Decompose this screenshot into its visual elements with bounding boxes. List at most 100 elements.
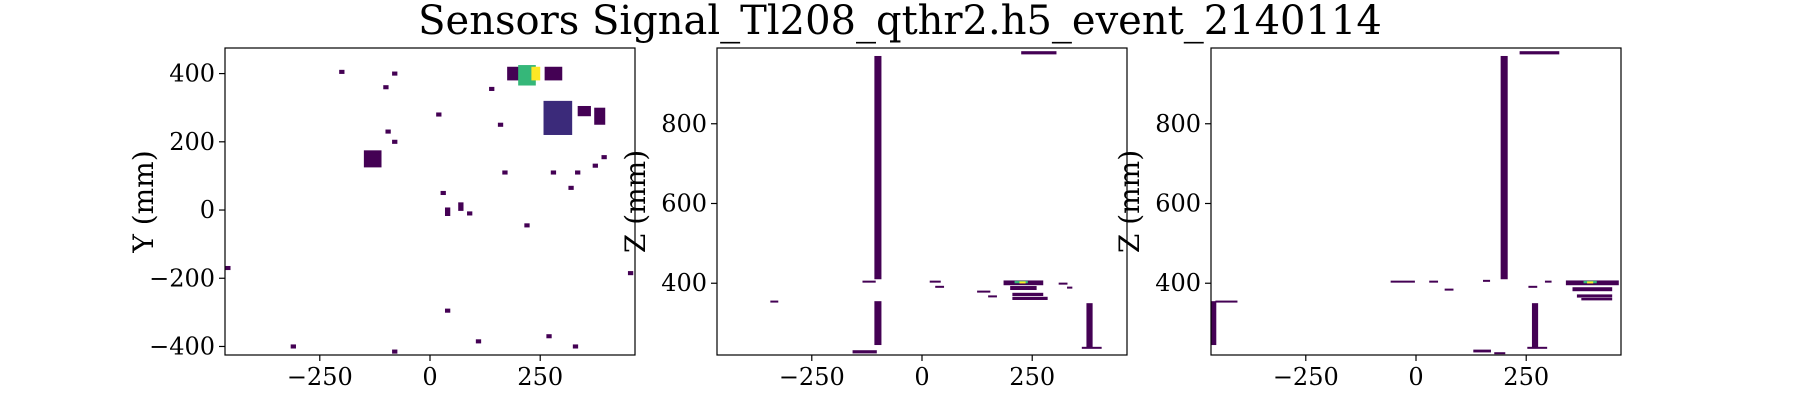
heatmap-cells xyxy=(225,65,634,354)
heatmap-cell xyxy=(1544,280,1552,283)
heatmap-cell xyxy=(524,223,530,228)
x-tick-label: −250 xyxy=(779,363,845,391)
x-tick-label: 250 xyxy=(517,363,563,391)
heatmap-cell xyxy=(440,190,446,196)
heatmap-cell xyxy=(575,170,581,175)
heatmap-cell xyxy=(1012,296,1048,300)
heatmap-cell xyxy=(1576,294,1613,298)
heatmap-cell xyxy=(577,105,591,117)
y-tick-label: 400 xyxy=(169,60,215,88)
heatmap-cell xyxy=(929,280,941,283)
heatmap-cell xyxy=(1058,282,1068,285)
heatmap-cell xyxy=(444,308,451,313)
heatmap-cell xyxy=(1572,287,1613,292)
heatmap-cell xyxy=(1021,51,1057,55)
y-tick-label: −200 xyxy=(149,264,215,292)
heatmap-cell xyxy=(1483,279,1491,282)
heatmap-cell xyxy=(1519,51,1560,55)
y-tick-label: 400 xyxy=(661,269,707,297)
heatmap-cell xyxy=(874,55,882,280)
x-tick-label: 0 xyxy=(422,363,437,391)
heatmap-cell xyxy=(444,207,451,216)
x-tick-label: −250 xyxy=(287,363,353,391)
heatmap-cell xyxy=(1528,285,1538,288)
y-axis-label: Z (mm) xyxy=(619,150,652,253)
heatmap-cell xyxy=(467,211,473,216)
heatmap-cell xyxy=(1473,349,1491,353)
heatmap-cell xyxy=(383,85,389,90)
y-tick-label: 800 xyxy=(1155,110,1201,138)
y-axis-label: Z (mm) xyxy=(1113,150,1146,253)
heatmap-cell xyxy=(1527,346,1548,349)
axes-frame xyxy=(1210,47,1622,356)
heatmap-cell xyxy=(1444,288,1454,291)
heatmap-cell xyxy=(1012,292,1044,296)
figure-title: Sensors Signal_Tl208_qthr2.h5_event_2140… xyxy=(418,0,1382,44)
heatmap-cell xyxy=(392,71,398,76)
heatmap-cell xyxy=(550,170,557,175)
heatmap-cell xyxy=(1081,346,1102,349)
heatmap-cell xyxy=(1215,300,1238,303)
x-tick-label: 0 xyxy=(914,363,929,391)
heatmap-cell xyxy=(290,344,296,349)
panel-2: −250 0 250 400 600 800 Z (mm) xyxy=(619,47,1128,391)
heatmap-cell xyxy=(935,285,945,288)
heatmap-cell xyxy=(458,202,464,211)
heatmap-cell xyxy=(627,271,634,276)
y-tick-label: 600 xyxy=(661,189,707,217)
heatmap-cell xyxy=(862,280,876,283)
x-tick-label: 0 xyxy=(1408,363,1423,391)
heatmap-cell xyxy=(988,295,997,298)
heatmap-cell xyxy=(592,163,598,168)
y-axis-label: Y (mm) xyxy=(127,150,160,253)
heatmap-cell xyxy=(1494,352,1506,355)
heatmap-cell xyxy=(568,185,574,190)
y-tick-label: 200 xyxy=(169,128,215,156)
axes-frame xyxy=(224,47,636,356)
heatmap-cell xyxy=(1010,286,1037,291)
heatmap-cell xyxy=(770,300,779,303)
heatmap-cell xyxy=(594,107,606,125)
axes-frame xyxy=(716,47,1128,356)
heatmap-cell xyxy=(1531,303,1539,348)
panel-1: −250 0 250 −400 −200 0 200 400 Y (mm) xyxy=(127,47,636,391)
heatmap-cell xyxy=(339,69,345,74)
heatmap-cell xyxy=(363,150,382,168)
heatmap-cell xyxy=(874,301,882,346)
heatmap-cell xyxy=(1067,286,1073,289)
heatmap-cell xyxy=(475,339,482,344)
heatmap-cell xyxy=(392,139,398,144)
heatmap-cell xyxy=(543,100,573,135)
heatmap-cell xyxy=(385,129,391,134)
y-tick-label: 600 xyxy=(1155,189,1201,217)
heatmap-cell xyxy=(1587,281,1594,284)
y-tick-label: 0 xyxy=(200,196,215,224)
x-tick-label: −250 xyxy=(1273,363,1339,391)
heatmap-cell xyxy=(497,122,504,127)
heatmap-cell xyxy=(572,344,579,349)
heatmap-cell xyxy=(546,334,552,339)
heatmap-cell xyxy=(436,112,442,117)
heatmap-cell xyxy=(1500,55,1508,280)
heatmap-cell xyxy=(1390,280,1415,283)
heatmap-cell xyxy=(1581,297,1613,301)
heatmap-cell xyxy=(1429,280,1439,283)
x-tick-label: 250 xyxy=(1503,363,1549,391)
x-tick-label: 250 xyxy=(1009,363,1055,391)
heatmap-cell xyxy=(601,155,607,160)
heatmap-cells xyxy=(770,51,1102,354)
heatmap-cell xyxy=(977,290,991,293)
heatmap-cells xyxy=(1211,51,1619,355)
heatmap-cell xyxy=(1086,303,1093,348)
heatmap-cell xyxy=(1019,281,1026,284)
heatmap-cell xyxy=(852,350,877,354)
heatmap-cell xyxy=(544,66,563,81)
y-tick-label: −400 xyxy=(149,332,215,360)
heatmap-cell xyxy=(502,170,508,175)
heatmap-cell xyxy=(531,66,541,81)
y-tick-label: 400 xyxy=(1155,269,1201,297)
panel-3: −250 0 250 400 600 800 Z (mm) xyxy=(1113,47,1622,391)
heatmap-cell xyxy=(392,349,398,354)
heatmap-cell xyxy=(489,86,495,91)
